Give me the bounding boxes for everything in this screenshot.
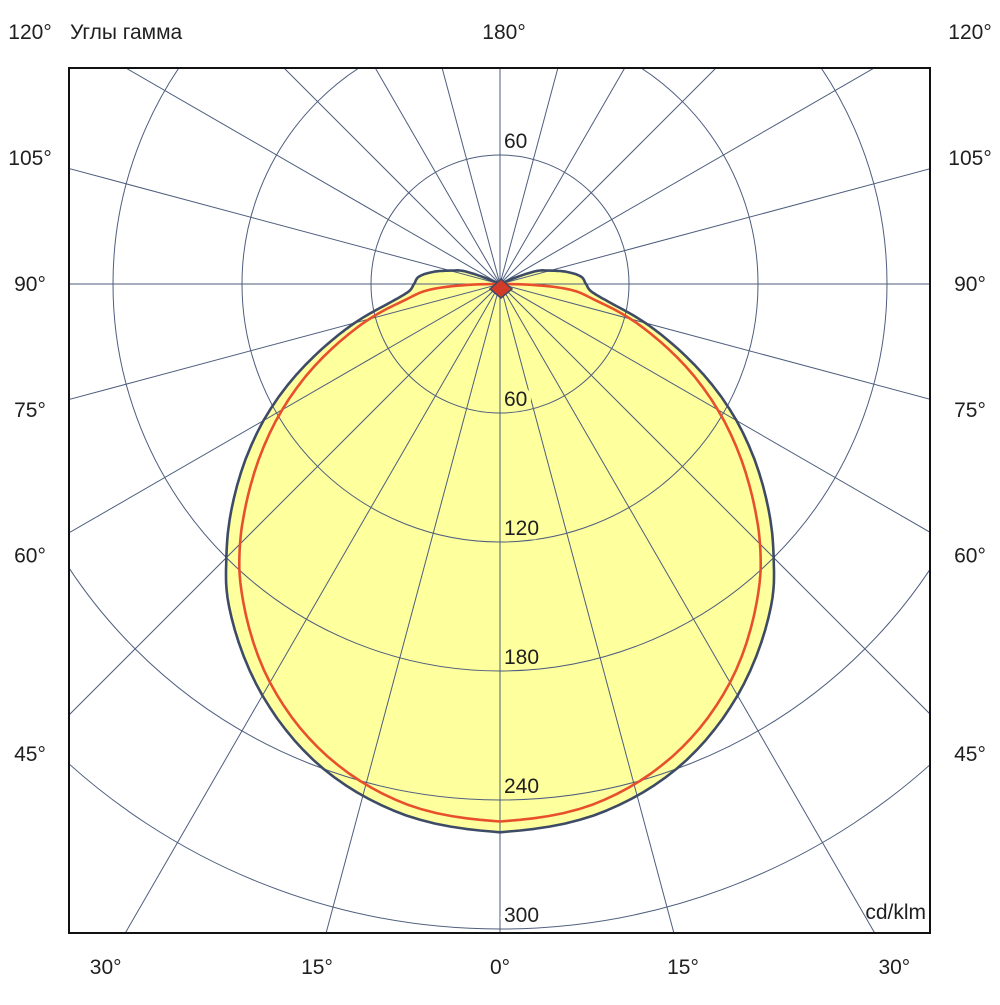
bottom-gamma-label: 30°	[90, 956, 122, 979]
corner-gamma-label-left: 120°	[8, 21, 51, 44]
zenith-gamma-label: 180°	[482, 21, 525, 44]
bottom-gamma-label: 30°	[878, 956, 910, 979]
inner-intensity-curve	[238, 282, 762, 823]
bottom-gamma-label: 15°	[667, 956, 699, 979]
bottom-gamma-label: 15°	[301, 956, 333, 979]
radial-tick-label: 60	[504, 388, 527, 411]
radial-tick-label: 240	[504, 775, 539, 798]
chart-title: Углы гамма	[70, 21, 183, 44]
radial-tick-label: 300	[504, 904, 539, 927]
radial-tick-label: 120	[504, 517, 539, 540]
side-gamma-label-left: 105°	[8, 147, 51, 170]
side-gamma-label-right: 45°	[954, 743, 986, 766]
side-gamma-label-right: 90°	[954, 273, 986, 296]
radial-tick-label: 180	[504, 646, 539, 669]
side-gamma-label-right: 75°	[954, 399, 986, 422]
outer-intensity-curve	[224, 269, 776, 834]
side-gamma-label-right: 105°	[948, 147, 991, 170]
radial-tick-label: 60	[504, 130, 527, 153]
corner-gamma-label-right: 120°	[948, 21, 991, 44]
origin-marker	[488, 277, 514, 299]
side-gamma-label-left: 60°	[14, 544, 46, 567]
unit-label: cd/klm	[865, 901, 926, 924]
side-gamma-label-left: 45°	[14, 743, 46, 766]
plot-border	[68, 67, 931, 934]
side-gamma-label-right: 60°	[954, 544, 986, 567]
bottom-gamma-label: 0°	[490, 956, 510, 979]
side-gamma-label-left: 75°	[14, 399, 46, 422]
side-gamma-label-left: 90°	[14, 273, 46, 296]
